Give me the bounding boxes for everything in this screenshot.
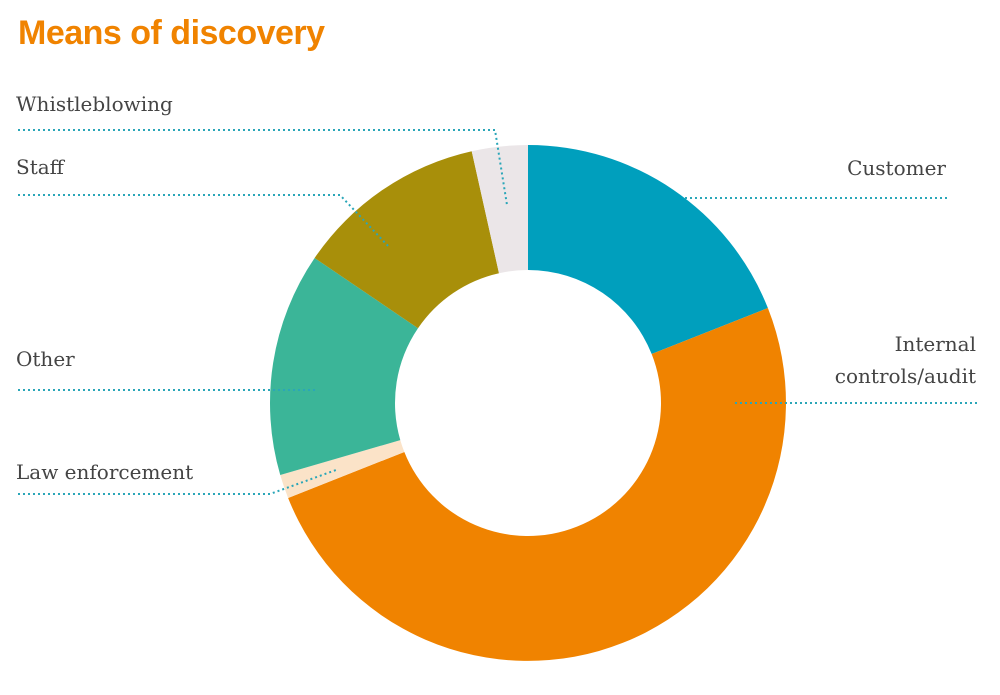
leader-line	[18, 129, 508, 206]
category-label: Whistleblowing	[16, 92, 173, 116]
category-label: Customer	[847, 156, 946, 180]
category-label: Law enforcement	[16, 460, 194, 484]
leader-line	[18, 194, 391, 249]
category-label: Other	[16, 347, 75, 371]
donut-segment	[314, 151, 499, 329]
donut-segment	[288, 308, 786, 661]
category-label: Internal controls/audit	[834, 332, 976, 388]
leader-line	[18, 469, 337, 495]
donut-segment	[280, 440, 405, 498]
donut-segment	[270, 257, 418, 475]
chart-title: Means of discovery	[18, 14, 325, 52]
category-label: Staff	[16, 155, 64, 179]
donut-segment	[528, 145, 768, 355]
donut-segment	[471, 145, 528, 274]
